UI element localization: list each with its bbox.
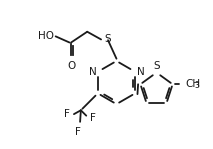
Text: 3: 3 (194, 81, 199, 90)
Text: O: O (67, 61, 75, 71)
Text: N: N (89, 67, 96, 77)
Text: CH: CH (186, 79, 201, 89)
Text: S: S (105, 34, 111, 44)
Text: F: F (90, 113, 96, 123)
Text: F: F (64, 109, 70, 119)
Text: N: N (137, 67, 144, 77)
Text: F: F (75, 127, 81, 137)
Text: S: S (153, 61, 160, 71)
Text: HO: HO (38, 31, 54, 41)
